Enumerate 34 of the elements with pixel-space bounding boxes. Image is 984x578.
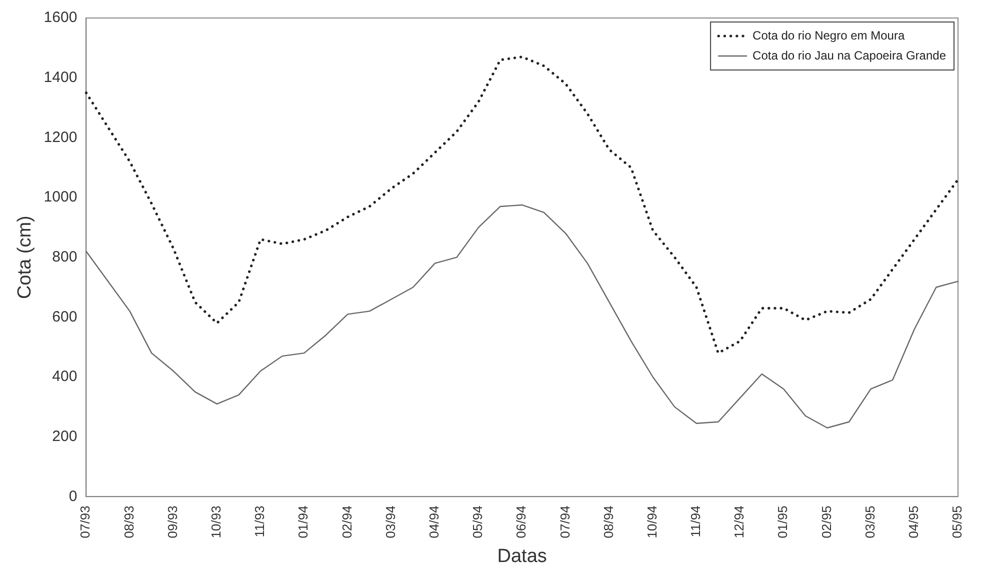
x-tick-label: 04/95 — [906, 506, 921, 538]
x-tick-label: 12/94 — [732, 506, 747, 538]
x-tick-label: 02/95 — [818, 506, 834, 538]
x-tick-label: 08/94 — [600, 506, 616, 538]
x-tick-label: 03/94 — [382, 506, 398, 538]
x-tick-label: 10/94 — [644, 506, 660, 538]
x-tick-label: 07/93 — [78, 506, 93, 538]
y-tick-label: 800 — [52, 248, 78, 266]
legend-label: Cota do rio Jau na Capoeira Grande — [752, 48, 946, 62]
y-tick-label: 200 — [52, 428, 78, 445]
y-axis-title: Cota (cm) — [14, 216, 36, 300]
y-tick-label: 1200 — [44, 128, 78, 146]
y-tick-label: 1000 — [44, 188, 78, 206]
x-tick-label: 08/93 — [121, 506, 136, 538]
x-tick-label: 01/94 — [296, 506, 311, 538]
x-tick-label: 11/93 — [252, 506, 268, 538]
x-tick-label: 07/94 — [557, 506, 572, 538]
y-tick-label: 600 — [52, 308, 78, 326]
x-tick-label: 05/94 — [470, 506, 486, 538]
y-tick-label: 0 — [68, 488, 78, 505]
x-tick-label: 01/95 — [775, 506, 790, 538]
y-tick-label: 1400 — [44, 68, 78, 86]
x-axis-title: Datas — [497, 546, 547, 567]
y-tick-label: 400 — [52, 368, 78, 386]
x-tick-label: 04/94 — [426, 506, 442, 538]
x-tick-label: 03/95 — [862, 506, 878, 538]
x-tick-label: 10/93 — [208, 506, 224, 538]
x-tick-label: 11/94 — [688, 506, 704, 538]
x-tick-label: 09/93 — [164, 506, 180, 538]
y-tick-label: 1600 — [44, 9, 78, 26]
x-tick-label: 06/94 — [514, 506, 529, 538]
legend-label: Cota do rio Negro em Moura — [752, 28, 905, 42]
x-tick-label: 02/94 — [339, 506, 354, 538]
x-tick-label: 05/95 — [950, 506, 965, 538]
